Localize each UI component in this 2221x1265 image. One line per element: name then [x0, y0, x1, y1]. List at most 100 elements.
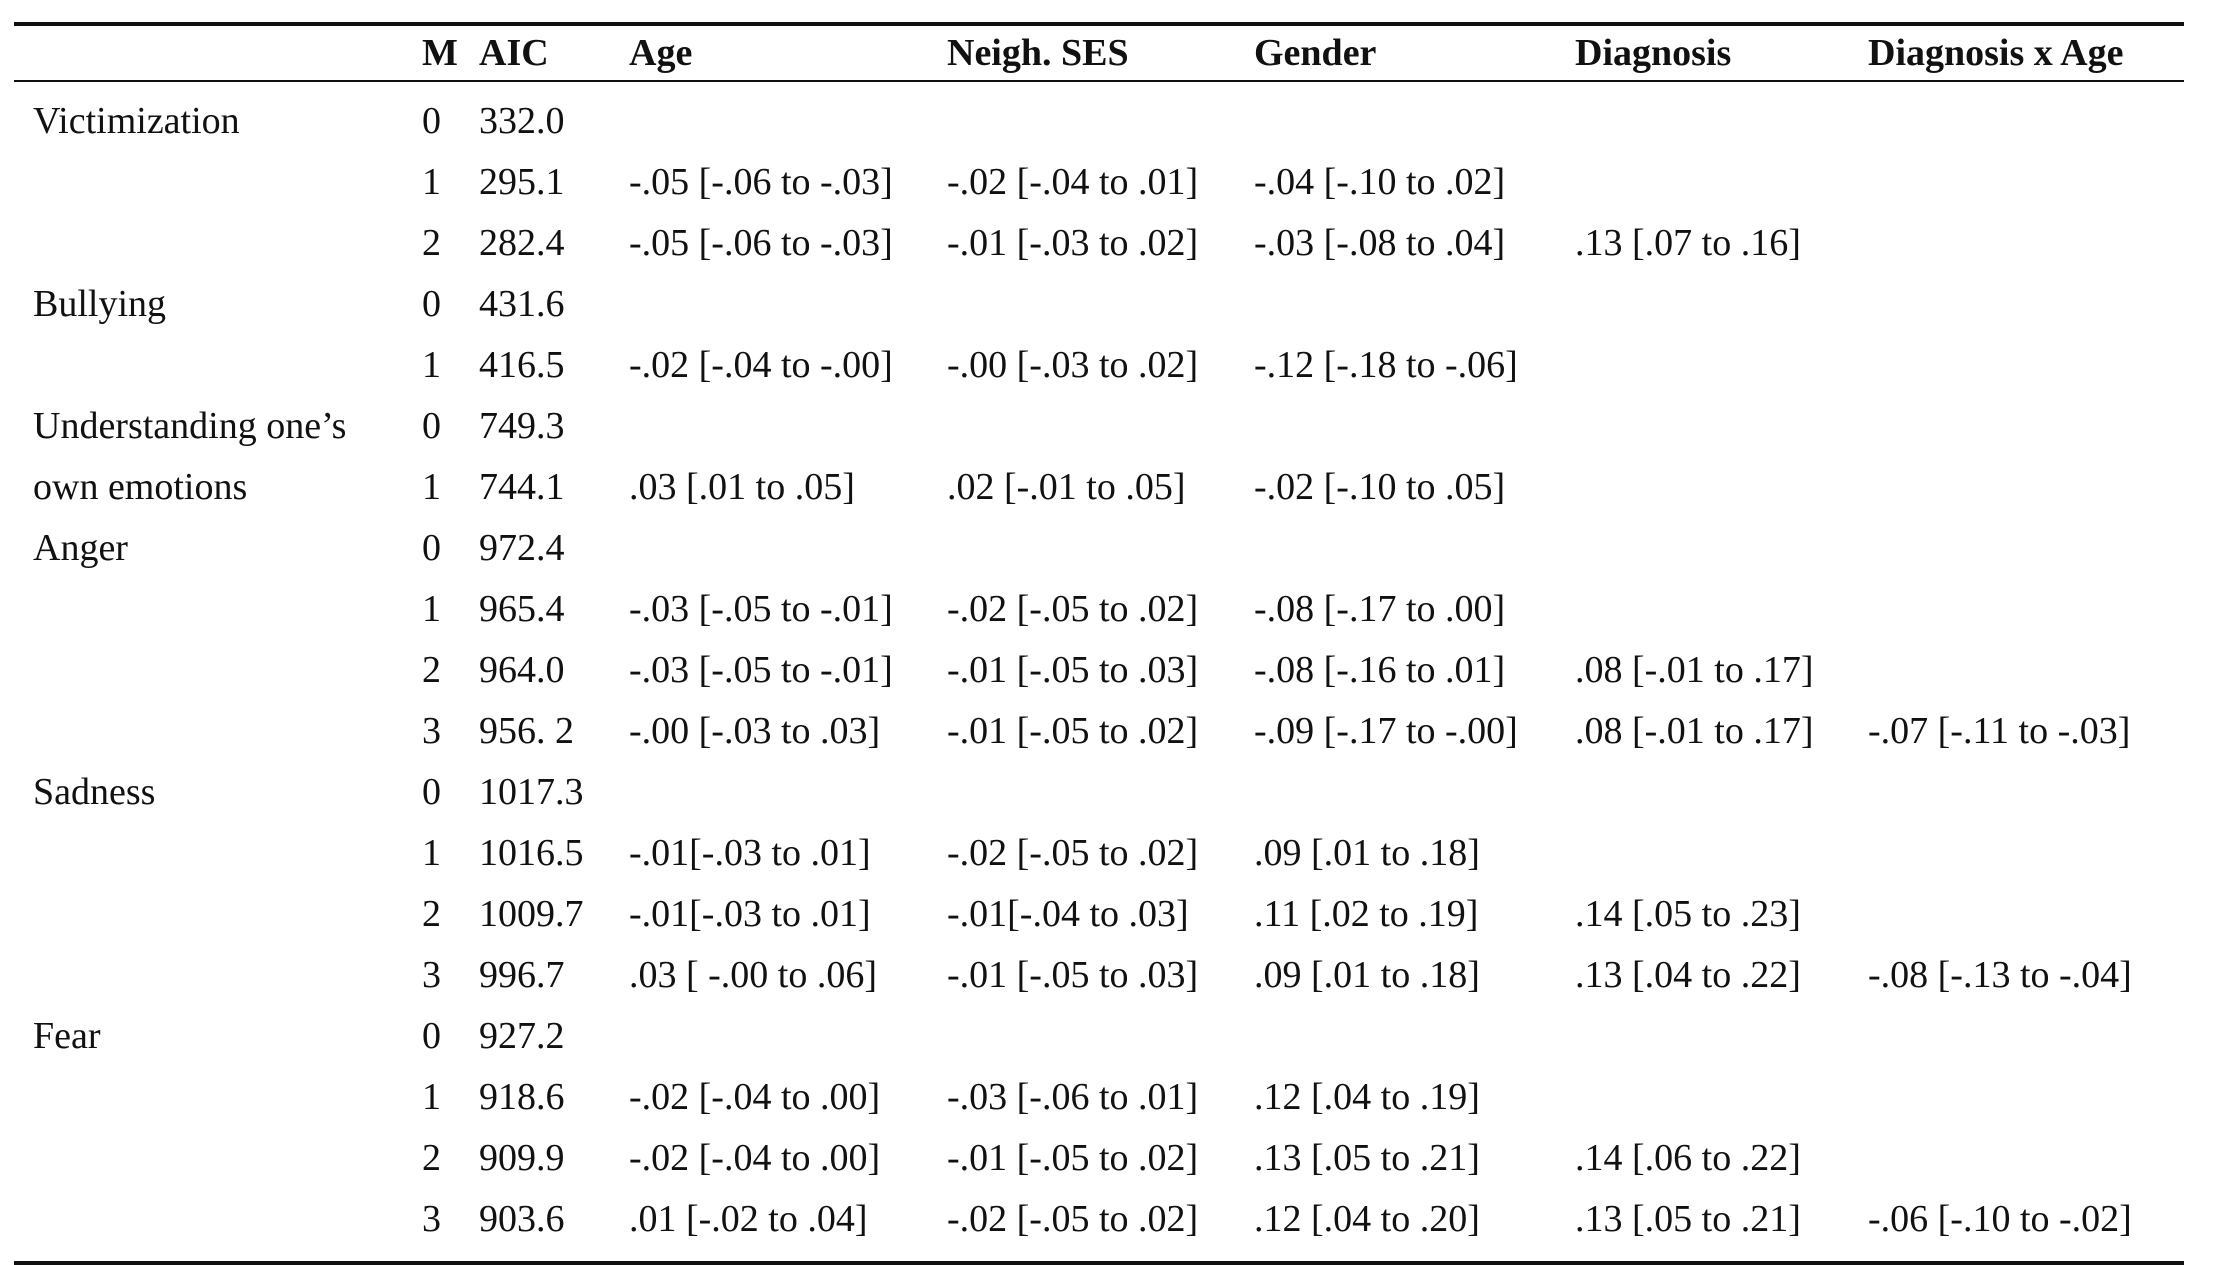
cell-neigh-ses: -.01 [-.03 to .02]: [947, 221, 1199, 264]
cell-gender: -.08 [-.16 to .01]: [1254, 648, 1506, 691]
cell-diagnosis: .14 [.06 to .22]: [1575, 1136, 1801, 1179]
cell-aic: 744.1: [479, 465, 565, 508]
cell-m: 2: [422, 221, 441, 264]
cell-neigh-ses: -.02 [-.05 to .02]: [947, 587, 1199, 630]
cell-age: -.02 [-.04 to .00]: [629, 1075, 881, 1118]
cell-m: 1: [422, 465, 441, 508]
cell-aic: 996.7: [479, 953, 565, 996]
cell-variable: Fear: [33, 1014, 101, 1057]
cell-aic: 416.5: [479, 343, 565, 386]
cell-neigh-ses: -.02 [-.05 to .02]: [947, 1197, 1199, 1240]
cell-diagnosis-x-age: -.07 [-.11 to -.03]: [1868, 709, 2131, 752]
cell-age: -.01[-.03 to .01]: [629, 831, 871, 874]
cell-variable: Victimization: [33, 99, 240, 142]
cell-m: 3: [422, 953, 441, 996]
cell-variable: Anger: [33, 526, 128, 569]
cell-m: 2: [422, 648, 441, 691]
cell-gender: -.03 [-.08 to .04]: [1254, 221, 1506, 264]
cell-neigh-ses: -.03 [-.06 to .01]: [947, 1075, 1199, 1118]
header-aic: AIC: [479, 32, 549, 74]
cell-gender: .11 [.02 to .19]: [1254, 892, 1479, 935]
cell-m: 0: [422, 282, 441, 325]
cell-aic: 1009.7: [479, 892, 584, 935]
cell-age: .03 [.01 to .05]: [629, 465, 855, 508]
cell-aic: 1016.5: [479, 831, 584, 874]
cell-gender: -.04 [-.10 to .02]: [1254, 160, 1506, 203]
cell-age: .03 [ -.00 to .06]: [629, 953, 878, 996]
table-row: Bullying 0 431.6: [14, 273, 2184, 334]
table-header-rule: [14, 80, 2184, 82]
cell-m: 0: [422, 99, 441, 142]
cell-neigh-ses: -.02 [-.04 to .01]: [947, 160, 1199, 203]
table-row: 2 282.4 -.05 [-.06 to -.03] -.01 [-.03 to .…: [14, 212, 2184, 273]
table-row: Victimization 0 332.0: [14, 90, 2184, 151]
cell-gender: -.08 [-.17 to .00]: [1254, 587, 1506, 630]
cell-m: 2: [422, 892, 441, 935]
table-row: 1 295.1 -.05 [-.06 to -.03] -.02 [-.04 to .…: [14, 151, 2184, 212]
cell-gender: -.09 [-.17 to -.00]: [1254, 709, 1518, 752]
cell-aic: 1017.3: [479, 770, 584, 813]
cell-diagnosis: .14 [.05 to .23]: [1575, 892, 1801, 935]
header-diagnosis-x-age: Diagnosis x Age: [1868, 32, 2124, 74]
cell-m: 0: [422, 404, 441, 447]
table-header-row: M AIC Age Neigh. SES Gender Diagnosis Di…: [14, 26, 2184, 80]
cell-aic: 295.1: [479, 160, 565, 203]
cell-m: 3: [422, 709, 441, 752]
cell-m: 1: [422, 160, 441, 203]
cell-aic: 332.0: [479, 99, 565, 142]
cell-neigh-ses: -.00 [-.03 to .02]: [947, 343, 1199, 386]
table-row: 2 1009.7 -.01[-.03 to .01] -.01[-.04 to .03…: [14, 883, 2184, 944]
cell-diagnosis: .08 [-.01 to .17]: [1575, 648, 1814, 691]
cell-age: -.02 [-.04 to .00]: [629, 1136, 881, 1179]
cell-m: 1: [422, 587, 441, 630]
cell-neigh-ses: -.01[-.04 to .03]: [947, 892, 1189, 935]
cell-age: -.01[-.03 to .01]: [629, 892, 871, 935]
table-row: 2 909.9 -.02 [-.04 to .00] -.01 [-.05 to .0…: [14, 1127, 2184, 1188]
table-row: 3 996.7 .03 [ -.00 to .06] -.01 [-.05 to .0…: [14, 944, 2184, 1005]
cell-gender: .12 [.04 to .19]: [1254, 1075, 1480, 1118]
table-row: 2 964.0 -.03 [-.05 to -.01] -.01 [-.05 to .…: [14, 639, 2184, 700]
cell-aic: 964.0: [479, 648, 565, 691]
cell-m: 2: [422, 1136, 441, 1179]
cell-age: -.03 [-.05 to -.01]: [629, 648, 893, 691]
cell-gender: .12 [.04 to .20]: [1254, 1197, 1480, 1240]
cell-m: 3: [422, 1197, 441, 1240]
cell-m: 1: [422, 1075, 441, 1118]
table-row: own emotions 1 744.1 .03 [.01 to .05] .02 [-…: [14, 456, 2184, 517]
cell-age: -.00 [-.03 to .03]: [629, 709, 881, 752]
cell-age: -.02 [-.04 to -.00]: [629, 343, 893, 386]
cell-variable: own emotions: [33, 465, 248, 508]
table-body: Victimization 0 332.0 1 295.1 -.05 [-.06 to -…: [14, 82, 2184, 1249]
table-row: Understanding one’s 0 749.3: [14, 395, 2184, 456]
cell-age: -.05 [-.06 to -.03]: [629, 160, 893, 203]
cell-m: 0: [422, 1014, 441, 1057]
header-neigh-ses: Neigh. SES: [947, 32, 1129, 74]
cell-gender: -.12 [-.18 to -.06]: [1254, 343, 1518, 386]
cell-neigh-ses: -.02 [-.05 to .02]: [947, 831, 1199, 874]
results-table: M AIC Age Neigh. SES Gender Diagnosis Di…: [14, 22, 2184, 1265]
cell-aic: 956. 2: [479, 709, 574, 752]
cell-aic: 282.4: [479, 221, 565, 264]
cell-variable: Bullying: [33, 282, 167, 325]
table-row: 1 918.6 -.02 [-.04 to .00] -.03 [-.06 to .0…: [14, 1066, 2184, 1127]
cell-age: -.03 [-.05 to -.01]: [629, 587, 893, 630]
header-gender: Gender: [1254, 32, 1377, 74]
cell-gender: -.02 [-.10 to .05]: [1254, 465, 1506, 508]
cell-gender: .09 [.01 to .18]: [1254, 831, 1480, 874]
table-row: Anger 0 972.4: [14, 517, 2184, 578]
cell-aic: 927.2: [479, 1014, 565, 1057]
cell-neigh-ses: -.01 [-.05 to .02]: [947, 709, 1199, 752]
cell-diagnosis: .08 [-.01 to .17]: [1575, 709, 1814, 752]
cell-aic: 749.3: [479, 404, 565, 447]
header-m: M: [422, 32, 458, 74]
cell-variable: Understanding one’s: [33, 404, 347, 447]
table-row: 3 956. 2 -.00 [-.03 to .03] -.01 [-.05 to .…: [14, 700, 2184, 761]
cell-gender: .13 [.05 to .21]: [1254, 1136, 1480, 1179]
table-row: 1 1016.5 -.01[-.03 to .01] -.02 [-.05 to .0…: [14, 822, 2184, 883]
table-top-rule: [14, 22, 2184, 26]
cell-aic: 903.6: [479, 1197, 565, 1240]
cell-neigh-ses: -.01 [-.05 to .02]: [947, 1136, 1199, 1179]
header-diagnosis: Diagnosis: [1575, 32, 1732, 74]
cell-diagnosis-x-age: -.06 [-.10 to -.02]: [1868, 1197, 2132, 1240]
table-row: Fear 0 927.2: [14, 1005, 2184, 1066]
